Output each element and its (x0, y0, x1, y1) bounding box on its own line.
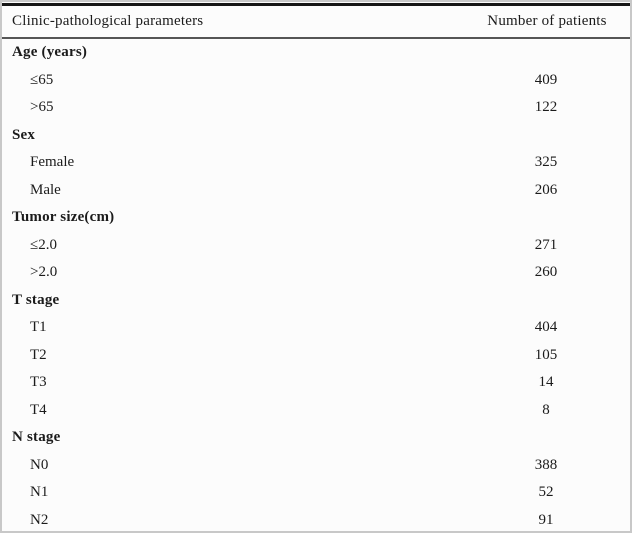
section-label: Age (years) (12, 44, 88, 61)
section-row: Sex (2, 122, 630, 150)
row-value: 388 (534, 456, 558, 473)
row-value: 325 (534, 154, 558, 171)
row-label: N0 (30, 456, 49, 473)
row-value: 14 (538, 374, 554, 391)
table-row: T3 14 (2, 369, 630, 397)
row-value: 122 (534, 99, 558, 116)
table-row: N1 52 (2, 479, 630, 507)
section-row: Tumor size(cm) (2, 204, 630, 232)
row-label: ≤2.0 (30, 236, 57, 253)
table-row: ≤2.0 271 (2, 232, 630, 260)
table-row: ≤65 409 (2, 67, 630, 95)
section-label: T stage (12, 291, 60, 308)
table-row: >2.0 260 (2, 259, 630, 287)
row-value: 206 (534, 181, 558, 198)
section-row: Age (years) (2, 39, 630, 67)
row-value: 91 (538, 511, 554, 528)
section-row: T stage (2, 287, 630, 315)
row-label: >2.0 (30, 264, 58, 281)
table-header-row: Clinic-pathological parameters Number of… (2, 6, 630, 37)
table-row: Male 206 (2, 177, 630, 205)
row-value: 105 (534, 346, 558, 363)
table-row: Female 325 (2, 149, 630, 177)
table-body: Age (years) ≤65 409 >65 122 Sex Female 325 Male 2… (2, 39, 630, 532)
row-label: N1 (30, 484, 49, 501)
row-label: T1 (30, 319, 47, 336)
table-row: N2 91 (2, 507, 630, 532)
row-value: 8 (542, 401, 550, 418)
table-row: T4 8 (2, 397, 630, 425)
table-row: T2 105 (2, 342, 630, 370)
row-label: T2 (30, 346, 47, 363)
row-label: Male (30, 181, 61, 198)
row-value: 404 (534, 319, 558, 336)
table-row: >65 122 (2, 94, 630, 122)
table-header-rule (2, 37, 630, 39)
table-top-rule (2, 3, 630, 6)
row-value: 260 (534, 264, 558, 281)
section-label: Sex (12, 126, 36, 143)
row-value: 52 (538, 484, 554, 501)
row-label: Female (30, 154, 75, 171)
row-label: T3 (30, 374, 47, 391)
row-value: 409 (534, 71, 558, 88)
row-label: T4 (30, 401, 47, 418)
column-header-patients: Number of patients (487, 13, 607, 29)
row-label: >65 (30, 99, 54, 116)
section-label: Tumor size(cm) (12, 209, 115, 226)
table-row: N0 388 (2, 452, 630, 480)
row-value: 271 (534, 236, 558, 253)
row-label: ≤65 (30, 71, 54, 88)
section-label: N stage (12, 429, 61, 446)
row-label: N2 (30, 511, 49, 528)
section-row: N stage (2, 424, 630, 452)
table-row: T1 404 (2, 314, 630, 342)
column-header-parameters: Clinic-pathological parameters (12, 13, 204, 29)
